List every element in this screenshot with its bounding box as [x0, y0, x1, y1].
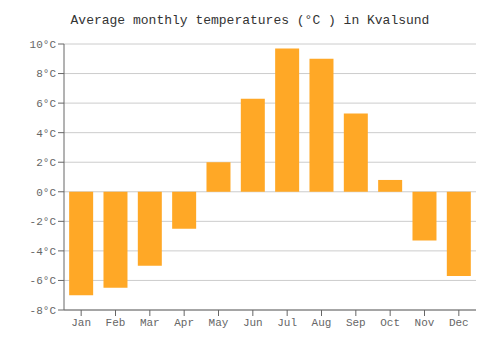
- svg-text:Nov: Nov: [415, 317, 435, 329]
- svg-text:-6°C: -6°C: [30, 275, 57, 287]
- svg-text:Mar: Mar: [140, 317, 160, 329]
- svg-text:Jun: Jun: [243, 317, 263, 329]
- svg-text:Jul: Jul: [277, 317, 297, 329]
- svg-text:-2°C: -2°C: [30, 216, 57, 228]
- svg-text:4°C: 4°C: [36, 128, 56, 140]
- svg-text:-8°C: -8°C: [30, 305, 57, 317]
- svg-text:Aug: Aug: [312, 317, 332, 329]
- svg-text:6°C: 6°C: [36, 98, 56, 110]
- svg-text:Jan: Jan: [71, 317, 91, 329]
- svg-text:Sep: Sep: [346, 317, 366, 329]
- svg-text:Feb: Feb: [106, 317, 126, 329]
- svg-text:Apr: Apr: [174, 317, 194, 329]
- svg-text:0°C: 0°C: [36, 187, 56, 199]
- svg-text:Oct: Oct: [380, 317, 400, 329]
- svg-text:May: May: [209, 317, 229, 329]
- svg-text:Dec: Dec: [449, 317, 469, 329]
- svg-text:8°C: 8°C: [36, 68, 56, 80]
- svg-text:2°C: 2°C: [36, 157, 56, 169]
- svg-text:-4°C: -4°C: [30, 246, 57, 258]
- svg-text:10°C: 10°C: [30, 39, 57, 51]
- html-text:Average monthly temperatures (: Average monthly temperatures (°C ) in Kv…: [70, 13, 430, 28]
